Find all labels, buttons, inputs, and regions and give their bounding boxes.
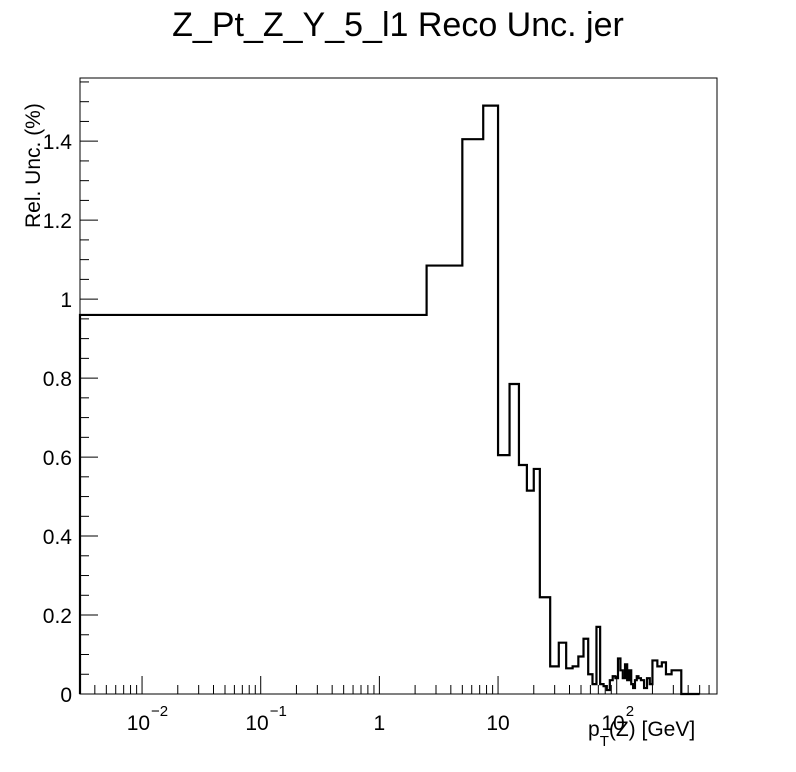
histogram-series bbox=[78, 104, 700, 696]
y-tick-label: 0.6 bbox=[43, 447, 72, 470]
x-axis-label-rest: (Z) [GeV] bbox=[608, 718, 696, 741]
y-axis-label: Rel. Unc. (%) bbox=[22, 103, 45, 228]
plot-frame bbox=[79, 77, 718, 695]
y-axis: 0 0.2 0.4 0.6 0.8 1 1.2 1.4 bbox=[43, 81, 98, 707]
y-tick-label: 0 bbox=[60, 684, 72, 707]
x-tick-label: 1 bbox=[374, 712, 386, 735]
x-axis-label: pT(Z) [GeV] bbox=[588, 718, 696, 750]
x-tick-label-exponent: −2 bbox=[151, 703, 168, 720]
y-tick-label: 0.4 bbox=[43, 526, 73, 549]
x-tick-label: 10−2 bbox=[127, 703, 168, 735]
y-tick-label: 0.2 bbox=[43, 605, 72, 628]
x-tick-label: 102 bbox=[601, 703, 634, 735]
y-tick-label: 0.8 bbox=[43, 368, 72, 391]
x-tick-label-exponent: −1 bbox=[270, 703, 287, 720]
x-tick-label: 10 bbox=[486, 712, 509, 735]
x-tick-label-base: 10 bbox=[245, 712, 268, 735]
x-tick-label-base: 10 bbox=[127, 712, 150, 735]
x-axis: 10−210−11 10 102 bbox=[79, 676, 718, 735]
x-tick-label-base: 10 bbox=[486, 712, 509, 735]
x-tick-label-base: 10 bbox=[601, 712, 624, 735]
x-axis-label-main: p bbox=[588, 718, 600, 741]
x-tick-label-exponent: 2 bbox=[626, 703, 634, 720]
y-tick-label: 1.2 bbox=[43, 210, 72, 233]
x-tick-label-base: 1 bbox=[374, 712, 386, 735]
x-axis-label-subscript: T bbox=[599, 733, 609, 750]
chart-title: Z_Pt_Z_Y_5_l1 Reco Unc. jer bbox=[172, 6, 624, 44]
y-tick-label: 1 bbox=[60, 289, 72, 312]
y-tick-label: 1.4 bbox=[43, 131, 73, 154]
x-tick-label: 10−1 bbox=[245, 703, 286, 735]
